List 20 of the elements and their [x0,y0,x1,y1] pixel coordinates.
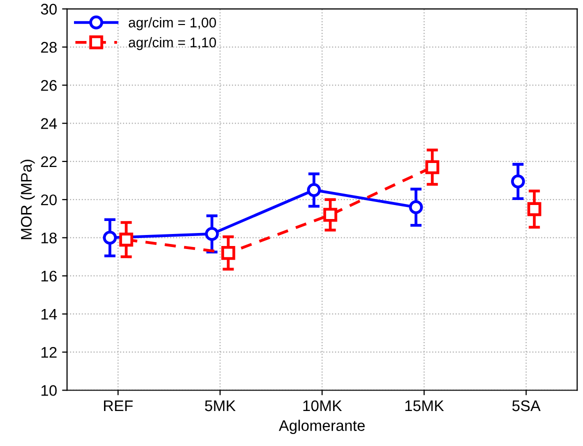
y-tick-label: 18 [41,232,57,244]
y-tick-label: 22 [41,156,57,167]
legend-label: agr/cim = 1,00 [128,17,216,30]
x-tick-label: 5MK [204,400,236,412]
y-tick-label: 30 [40,4,57,15]
y-tick-label: 26 [41,80,57,91]
y-tick-label: 28 [41,42,57,53]
x-tick-label: 5SA [512,400,541,412]
legend-label: agr/cim = 1,10 [128,37,216,50]
y-tick-label: 24 [41,118,57,129]
y-tick-label: 16 [41,270,57,282]
x-tick-label: 10MK [303,400,342,412]
x-tick-label: REF [104,400,133,412]
y-tick-label: 12 [41,346,57,358]
x-tick-label: 15MK [405,400,444,412]
y-tick-label: 10 [41,385,57,396]
y-axis-title: MOR (MPa) [20,160,35,240]
y-tick-label: 20 [41,194,57,206]
x-axis-title: Aglomerante [278,420,365,434]
y-tick-label: 14 [41,309,57,320]
